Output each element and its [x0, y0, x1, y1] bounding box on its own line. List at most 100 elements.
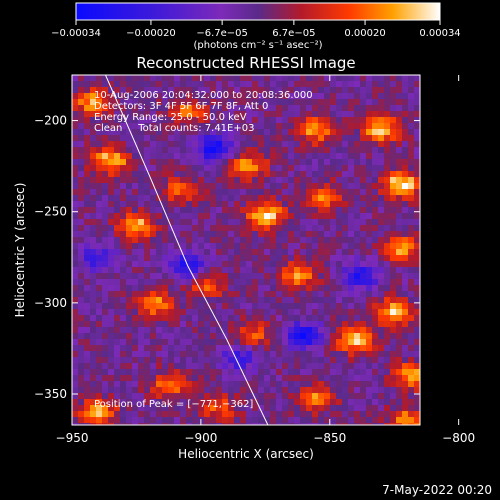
heatmap-cell: [384, 309, 391, 316]
heatmap-cell: [372, 351, 379, 358]
heatmap-cell: [192, 159, 199, 166]
heatmap-cell: [390, 309, 397, 316]
heatmap-cell: [204, 393, 211, 400]
heatmap-cell: [252, 261, 259, 268]
heatmap-cell: [270, 183, 277, 190]
heatmap-cell: [306, 405, 313, 412]
heatmap-cell: [300, 381, 307, 388]
heatmap-cell: [156, 159, 163, 166]
heatmap-cell: [144, 237, 151, 244]
heatmap-cell: [102, 171, 109, 178]
heatmap-cell: [336, 207, 343, 214]
heatmap-cell: [228, 93, 235, 100]
heatmap-cell: [228, 357, 235, 364]
heatmap-cell: [288, 75, 295, 82]
heatmap-cell: [240, 351, 247, 358]
heatmap-cell: [210, 117, 217, 124]
heatmap-cell: [246, 309, 253, 316]
heatmap-cell: [222, 195, 229, 202]
colorbar-tick-label: 0.00034: [419, 28, 460, 39]
heatmap-cell: [396, 303, 403, 310]
heatmap-cell: [258, 243, 265, 250]
heatmap-cell: [288, 291, 295, 298]
heatmap-cell: [270, 411, 277, 418]
heatmap-cell: [168, 99, 175, 106]
heatmap-cell: [198, 279, 205, 286]
heatmap-cell: [96, 357, 103, 364]
heatmap-cell: [354, 381, 361, 388]
heatmap-cell: [264, 261, 271, 268]
heatmap-cell: [324, 423, 331, 425]
heatmap-cell: [102, 339, 109, 346]
heatmap-cell: [342, 363, 349, 370]
heatmap-cell: [216, 207, 223, 214]
heatmap-cell: [396, 207, 403, 214]
heatmap-cell: [312, 357, 319, 364]
heatmap-cell: [90, 363, 97, 370]
heatmap-cell: [306, 327, 313, 334]
heatmap-cell: [168, 297, 175, 304]
heatmap-cell: [294, 399, 301, 406]
heatmap-cell: [210, 405, 217, 412]
heatmap-cell: [360, 345, 367, 352]
heatmap-cell: [342, 279, 349, 286]
heatmap-cell: [96, 327, 103, 334]
heatmap-cell: [234, 297, 241, 304]
heatmap-cell: [276, 261, 283, 268]
heatmap-cell: [228, 147, 235, 154]
heatmap-cell: [144, 231, 151, 238]
heatmap-cell: [180, 405, 187, 412]
heatmap-cell: [252, 267, 259, 274]
heatmap-cell: [414, 87, 420, 94]
heatmap-cell: [276, 195, 283, 202]
heatmap-cell: [312, 351, 319, 358]
heatmap-cell: [408, 423, 415, 425]
heatmap-cell: [300, 369, 307, 376]
heatmap-cell: [360, 333, 367, 340]
heatmap-cell: [78, 285, 85, 292]
heatmap-cell: [288, 87, 295, 94]
heatmap-cell: [252, 201, 259, 208]
heatmap-cell: [402, 153, 409, 160]
heatmap-cell: [180, 261, 187, 268]
heatmap-cell: [126, 159, 133, 166]
heatmap-cell: [114, 267, 121, 274]
heatmap-cell: [168, 351, 175, 358]
heatmap-cell: [246, 129, 253, 136]
heatmap-cell: [360, 405, 367, 412]
heatmap-cell: [342, 351, 349, 358]
heatmap-cell: [384, 243, 391, 250]
heatmap-cell: [90, 225, 97, 232]
heatmap-cell: [108, 237, 115, 244]
heatmap-cell: [234, 75, 241, 82]
heatmap-cell: [312, 423, 319, 425]
heatmap-cell: [168, 387, 175, 394]
heatmap-cell: [360, 393, 367, 400]
heatmap-cell: [264, 279, 271, 286]
heatmap-cell: [276, 297, 283, 304]
heatmap-cell: [390, 153, 397, 160]
heatmap-cell: [270, 279, 277, 286]
heatmap-cell: [228, 141, 235, 148]
heatmap-cell: [336, 339, 343, 346]
heatmap-cell: [108, 189, 115, 196]
heatmap-cell: [210, 87, 217, 94]
heatmap-cell: [216, 423, 223, 425]
heatmap-cell: [306, 291, 313, 298]
heatmap-cell: [258, 213, 265, 220]
heatmap-cell: [102, 411, 109, 418]
heatmap-cell: [306, 399, 313, 406]
heatmap-cell: [288, 411, 295, 418]
heatmap-cell: [276, 75, 283, 82]
heatmap-cell: [378, 183, 385, 190]
heatmap-cell: [186, 87, 193, 94]
heatmap-cell: [330, 255, 337, 262]
heatmap-cell: [348, 135, 355, 142]
heatmap-cell: [210, 105, 217, 112]
heatmap-cell: [258, 147, 265, 154]
heatmap-cell: [192, 243, 199, 250]
heatmap-cell: [216, 339, 223, 346]
heatmap-cell: [270, 351, 277, 358]
heatmap-cell: [186, 351, 193, 358]
heatmap-cell: [390, 99, 397, 106]
